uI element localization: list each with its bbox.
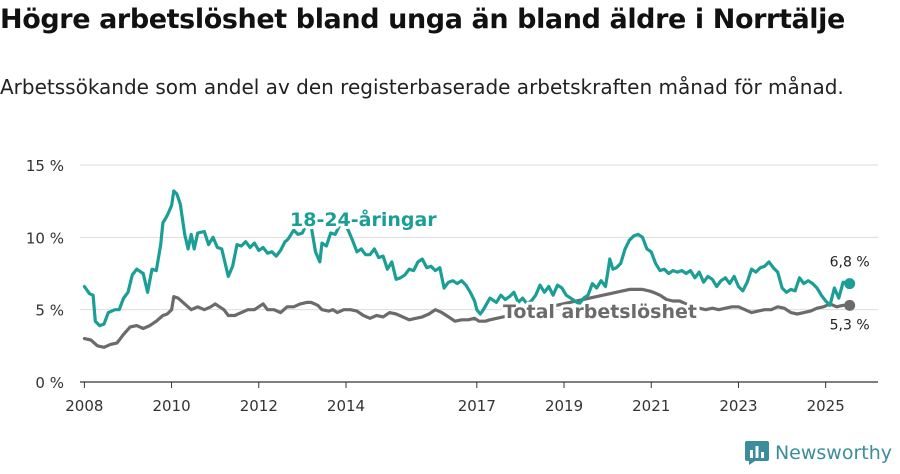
- end-label-total: 5,3 %: [830, 317, 870, 333]
- x-tick-label: 2021: [632, 397, 670, 415]
- series-label-total: Total arbetslöshet: [503, 301, 697, 323]
- y-tick-label: 5 %: [35, 302, 64, 320]
- axes: 0 % 5 % 10 % 15 % 2008 2010 2012 2014 2017 2019 20…: [26, 157, 878, 415]
- series-label-18-24: 18-24-åringar: [290, 207, 437, 231]
- x-tick-label: 2010: [152, 397, 190, 415]
- end-point-total: [844, 299, 856, 311]
- x-tick-label: 2023: [719, 397, 757, 415]
- x-tick-label: 2008: [65, 397, 103, 415]
- chart-subtitle: Arbetssökande som andel av den registerb…: [0, 75, 844, 99]
- end-label-18-24: 6,8 %: [830, 255, 870, 271]
- x-tick-label: 2017: [458, 397, 496, 415]
- series-label-total-halo: Total arbetslöshet: [503, 301, 697, 323]
- x-tick-label: 2019: [545, 397, 583, 415]
- series-lines: [82, 189, 852, 349]
- series-line-total: [82, 287, 852, 349]
- x-tick-label: 2014: [327, 397, 365, 415]
- series-label-18-24-halo: 18-24-åringar: [290, 207, 437, 231]
- x-tick-label: 2012: [240, 397, 278, 415]
- newsworthy-logo: Newsworthy: [744, 441, 892, 465]
- end-point-18-24: [844, 278, 856, 290]
- y-tick-label: 0 %: [35, 374, 64, 392]
- y-tick-label: 15 %: [26, 157, 64, 175]
- chart-title: Högre arbetslöshet bland unga än bland ä…: [0, 4, 845, 35]
- bar-chart-icon: [744, 441, 769, 465]
- x-tick-label: 2025: [807, 397, 845, 415]
- gridlines: [80, 164, 878, 311]
- brand-name: Newsworthy: [774, 442, 892, 464]
- line-chart: 0 % 5 % 10 % 15 % 2008 2010 2012 2014 2017 2019 20…: [26, 157, 878, 415]
- series-line-18-24: [82, 189, 852, 328]
- y-tick-label: 10 %: [26, 229, 64, 247]
